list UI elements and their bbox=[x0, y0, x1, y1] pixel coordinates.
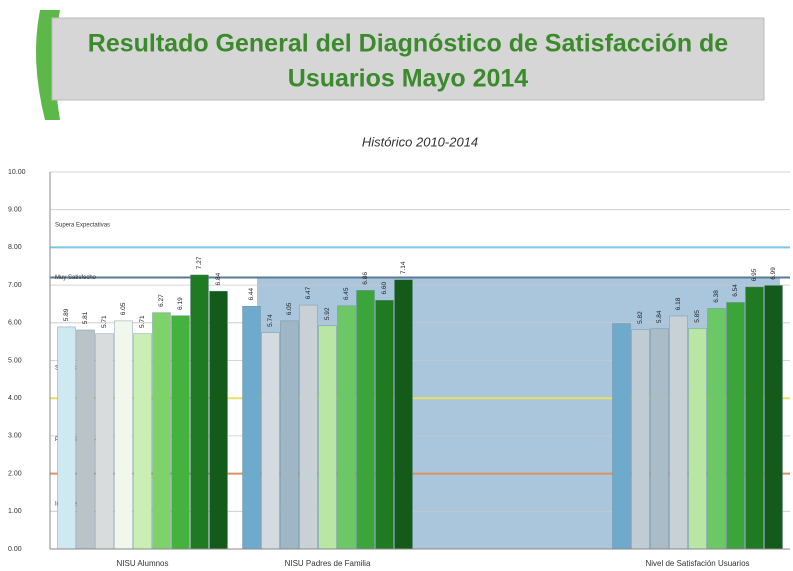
value-label: 6.19 bbox=[177, 297, 184, 310]
y-tick-label: 8.00 bbox=[8, 244, 22, 251]
value-label: 7.27 bbox=[196, 256, 203, 269]
bar bbox=[171, 315, 190, 550]
bar bbox=[337, 305, 356, 550]
value-label: 6.84 bbox=[215, 272, 222, 285]
bar bbox=[261, 332, 280, 550]
bar bbox=[209, 290, 228, 550]
value-label: 6.60 bbox=[381, 281, 388, 294]
bar bbox=[688, 328, 707, 550]
bar bbox=[612, 323, 631, 550]
y-tick-label: 3.00 bbox=[8, 433, 22, 440]
bar bbox=[394, 279, 413, 550]
value-label: 5.92 bbox=[324, 307, 331, 320]
bar bbox=[375, 299, 394, 550]
value-label: 7.14 bbox=[400, 261, 407, 274]
bar bbox=[280, 320, 299, 550]
bar bbox=[299, 304, 318, 550]
bar bbox=[133, 333, 152, 550]
bar bbox=[745, 286, 764, 550]
x-tick-label: NISU Alumnos bbox=[116, 559, 168, 568]
value-label: 5.74 bbox=[267, 314, 274, 327]
value-label: 6.45 bbox=[343, 287, 350, 300]
value-label: 5.85 bbox=[694, 310, 701, 323]
x-tick-label: NISU Padres de Familia bbox=[285, 559, 371, 568]
title-box bbox=[51, 17, 765, 101]
y-tick-label: 10.00 bbox=[8, 169, 26, 176]
band-label: Muy Satisfecho bbox=[55, 275, 97, 281]
value-label: 5.84 bbox=[656, 310, 663, 323]
value-label: 6.27 bbox=[158, 294, 165, 307]
bar bbox=[190, 274, 209, 550]
bar bbox=[356, 290, 375, 550]
value-label: 5.82 bbox=[637, 311, 644, 324]
bar bbox=[707, 308, 726, 550]
bar bbox=[95, 333, 114, 550]
bar bbox=[764, 285, 783, 550]
y-tick-label: 6.00 bbox=[8, 320, 22, 327]
value-label: 6.44 bbox=[248, 288, 255, 301]
value-label: 6.99 bbox=[770, 267, 777, 280]
bar bbox=[57, 326, 76, 550]
x-tick-label: Nivel de Satisfación Usuarios bbox=[645, 559, 749, 568]
value-label: 5.81 bbox=[82, 311, 89, 324]
y-tick-label: 5.00 bbox=[8, 357, 22, 364]
value-label: 6.86 bbox=[362, 272, 369, 285]
value-label: 6.47 bbox=[305, 286, 312, 299]
bar bbox=[152, 312, 171, 550]
value-label: 6.95 bbox=[751, 268, 758, 281]
bar bbox=[242, 306, 261, 550]
bar bbox=[650, 328, 669, 550]
y-tick-label: 9.00 bbox=[8, 207, 22, 214]
value-label: 6.38 bbox=[713, 290, 720, 303]
value-label: 5.71 bbox=[101, 315, 108, 328]
bar bbox=[669, 315, 688, 550]
value-label: 6.54 bbox=[732, 284, 739, 297]
value-label: 5.71 bbox=[139, 315, 146, 328]
y-tick-label: 4.00 bbox=[8, 395, 22, 402]
band-label: Supera Expectativas bbox=[55, 222, 110, 228]
y-tick-label: 1.00 bbox=[8, 508, 22, 515]
y-tick-label: 2.00 bbox=[8, 470, 22, 477]
bar bbox=[318, 325, 337, 550]
value-label: 5.89 bbox=[63, 308, 70, 321]
bar bbox=[114, 320, 133, 550]
y-tick-label: 7.00 bbox=[8, 282, 22, 289]
title: Usuarios Mayo 2014 bbox=[288, 65, 528, 93]
bar bbox=[631, 329, 650, 550]
y-tick-label: 0.00 bbox=[8, 546, 22, 553]
title: Resultado General del Diagnóstico de Sat… bbox=[88, 30, 729, 58]
bar bbox=[76, 329, 95, 550]
bar bbox=[726, 302, 745, 550]
value-label: 6.05 bbox=[286, 302, 293, 315]
value-label: 6.18 bbox=[675, 297, 682, 310]
chart-title: Histórico 2010-2014 bbox=[362, 134, 478, 149]
value-label: 6.05 bbox=[120, 302, 127, 315]
